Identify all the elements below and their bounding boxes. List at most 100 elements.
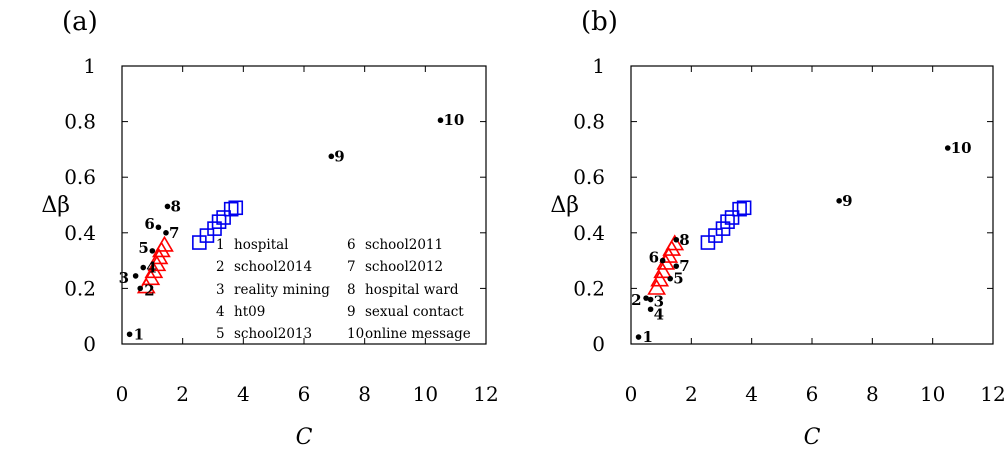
data-point-4 xyxy=(140,264,147,271)
triangle-marker xyxy=(155,235,174,252)
data-point-label-9: 9 xyxy=(334,147,344,165)
data-point-label-3: 3 xyxy=(654,293,664,311)
data-point-2 xyxy=(137,285,143,292)
square-marker xyxy=(720,214,735,229)
y-tick-label: 0.6 xyxy=(573,165,605,189)
data-point-7 xyxy=(673,263,680,269)
data-point-label-8: 8 xyxy=(679,231,689,249)
x-tick-label: 2 xyxy=(176,382,189,406)
y-axis-label: Δβ xyxy=(41,193,70,218)
data-point-label-10: 10 xyxy=(444,111,465,129)
data-point-label-5: 5 xyxy=(673,270,683,288)
data-point-label-9: 9 xyxy=(842,192,852,210)
data-point-1 xyxy=(126,331,133,338)
legend-number: 8 xyxy=(347,282,356,298)
square-marker xyxy=(223,201,239,217)
data-point-label-6: 6 xyxy=(144,215,154,233)
data-point-label-1: 1 xyxy=(134,325,144,343)
y-axis-label: Δβ xyxy=(550,193,579,218)
data-point-label-2: 2 xyxy=(144,281,154,299)
legend: 1 hospital 2 school2014 3 reality mining 4 ht09… xyxy=(216,237,471,342)
data-point-label-5: 5 xyxy=(138,239,148,257)
data-point-label-8: 8 xyxy=(171,197,181,215)
data-point-1 xyxy=(635,334,642,340)
triangle-marker xyxy=(665,234,685,251)
data-point-7 xyxy=(163,230,169,236)
legend-entry-name: school2012 xyxy=(365,259,443,275)
data-point-label-4: 4 xyxy=(654,305,664,323)
y-tick-label: 0.8 xyxy=(64,110,96,134)
data-point-label-10: 10 xyxy=(951,139,972,157)
x-tick-label: 6 xyxy=(806,382,819,406)
data-point-2 xyxy=(643,295,649,301)
x-tick-label: 4 xyxy=(745,382,758,406)
x-tick-label: 0 xyxy=(625,382,638,406)
x-tick-label: 8 xyxy=(866,382,879,406)
data-point-9 xyxy=(836,198,842,204)
x-tick-label: 12 xyxy=(473,382,498,406)
x-tick-label: 6 xyxy=(298,382,311,406)
triangle-marker xyxy=(136,277,156,294)
legend-entry-name: sexual contact xyxy=(365,304,464,320)
square-marker xyxy=(736,200,752,216)
data-point-10 xyxy=(437,117,444,124)
y-tick-label: 0.6 xyxy=(64,165,96,189)
data-point-8 xyxy=(673,236,680,243)
x-tick-label: 0 xyxy=(116,382,129,406)
y-tick-label: 1 xyxy=(592,54,605,78)
y-tick-label: 0.2 xyxy=(573,276,605,300)
legend-number: 3 xyxy=(216,282,225,298)
square-marker xyxy=(732,201,747,217)
data-point-6 xyxy=(155,224,162,231)
data-point-4 xyxy=(647,306,654,313)
legend-number: 2 xyxy=(216,259,225,275)
panel-label: (b) xyxy=(581,7,618,37)
y-tick-label: 0.8 xyxy=(573,110,605,134)
triangle-marker xyxy=(653,262,673,279)
legend-number: 6 xyxy=(347,237,356,253)
legend-number: 4 xyxy=(216,304,225,320)
x-tick-label: 10 xyxy=(413,382,438,406)
x-tick-label: 4 xyxy=(237,382,250,406)
data-point-5 xyxy=(149,248,156,254)
x-tick-label: 2 xyxy=(685,382,698,406)
data-point-5 xyxy=(667,275,674,282)
legend-entry-name: hospital ward xyxy=(365,282,459,298)
data-point-label-1: 1 xyxy=(643,328,653,346)
y-tick-label: 1 xyxy=(83,54,96,78)
legend-number: 1 xyxy=(216,237,225,253)
y-tick-label: 0.4 xyxy=(573,221,605,245)
x-tick-label: 12 xyxy=(980,382,1005,406)
plot-frame xyxy=(630,65,994,345)
data-point-8 xyxy=(164,203,171,210)
legend-number: 9 xyxy=(347,304,356,320)
panel-label: (a) xyxy=(62,7,98,37)
legend-entry-name: hospital xyxy=(234,237,289,253)
data-point-label-3: 3 xyxy=(119,269,129,287)
y-tick-label: 0.4 xyxy=(64,221,96,245)
data-point-label-2: 2 xyxy=(631,291,641,309)
data-point-label-4: 4 xyxy=(146,259,156,277)
y-tick-label: 0 xyxy=(83,332,96,356)
square-marker xyxy=(216,210,231,225)
legend-number: 10 xyxy=(347,326,364,342)
data-point-label-7: 7 xyxy=(169,224,179,242)
square-marker xyxy=(724,210,740,225)
data-point-9 xyxy=(328,153,335,160)
triangle-marker xyxy=(650,270,670,287)
legend-number: 5 xyxy=(216,326,225,342)
square-marker xyxy=(211,214,227,229)
legend-entry-name: school2014 xyxy=(234,259,312,275)
y-tick-label: 0.2 xyxy=(64,276,96,300)
data-point-label-7: 7 xyxy=(679,257,689,275)
data-point-6 xyxy=(659,257,666,264)
y-tick-label: 0 xyxy=(592,332,605,356)
x-tick-label: 10 xyxy=(920,382,945,406)
data-point-3 xyxy=(647,296,654,303)
x-tick-label: 8 xyxy=(358,382,371,406)
data-point-10 xyxy=(944,145,951,151)
legend-entry-name: school2013 xyxy=(234,326,312,342)
legend-entry-name: online message xyxy=(365,326,471,342)
